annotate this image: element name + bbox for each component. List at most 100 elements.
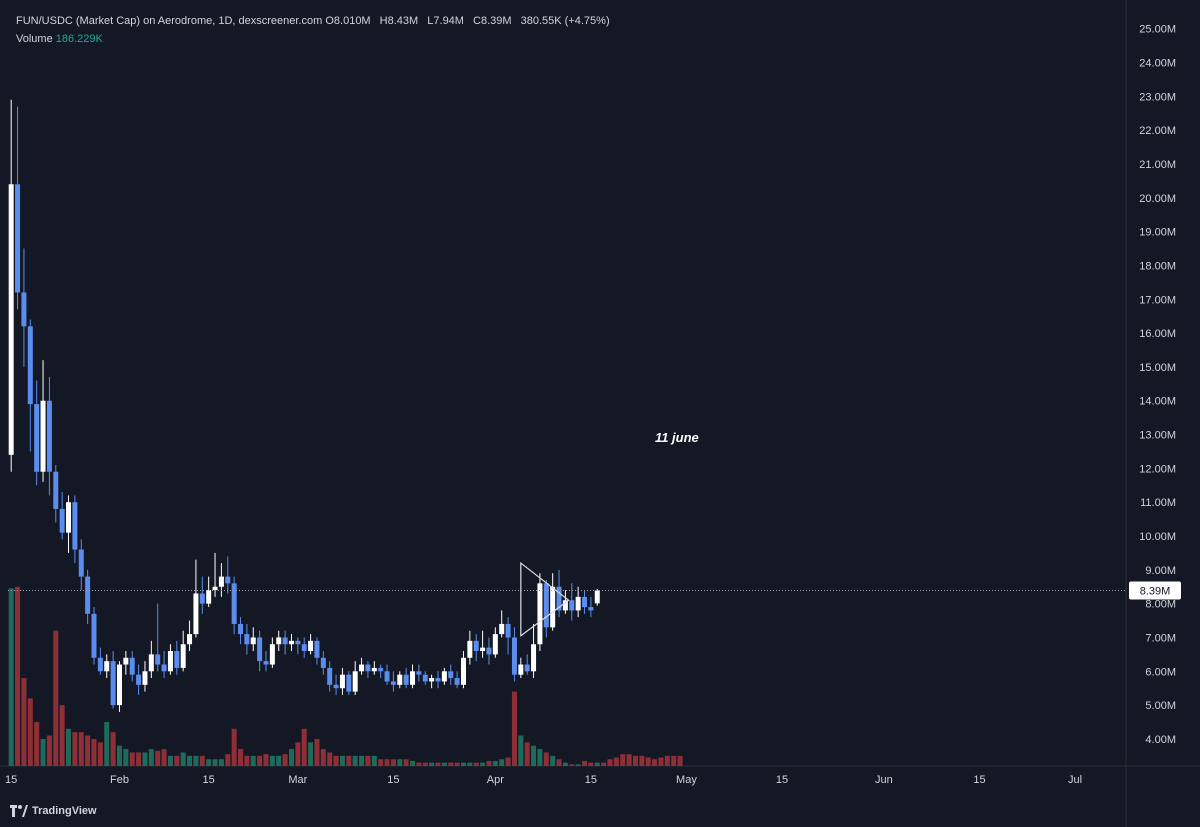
candle-body [21, 292, 27, 327]
volume-bar [301, 728, 307, 766]
volume-bar [263, 754, 269, 766]
volume-bar [187, 755, 193, 766]
triangle-pattern [520, 561, 570, 637]
candle-body [174, 651, 180, 668]
tradingview-label: TradingView [32, 805, 97, 817]
volume-bar [594, 762, 600, 766]
x-tick-label: 15 [776, 774, 788, 786]
candle-body [378, 667, 384, 672]
volume-bar [333, 755, 339, 766]
y-tick-label: 9.00M [1145, 565, 1176, 577]
candle-body [499, 623, 505, 635]
candle-body [282, 637, 288, 645]
volume-bar [639, 755, 645, 766]
candle-body [231, 583, 237, 624]
candle-body [480, 647, 486, 652]
candle-body [486, 647, 492, 655]
volume-bar [339, 755, 345, 766]
volume-bar [59, 705, 65, 766]
candle-body [416, 671, 422, 675]
candle-body [85, 576, 91, 614]
y-tick-label: 18.00M [1139, 260, 1176, 272]
candle-body [492, 634, 498, 655]
candle-body [582, 596, 588, 608]
annotation-text: 11 june [655, 430, 699, 445]
volume-bar [21, 678, 27, 766]
volume-bar [492, 760, 498, 766]
x-tick-label: Mar [288, 774, 307, 786]
volume-bar [664, 755, 670, 766]
volume-bar [632, 755, 638, 766]
volume-bar [403, 759, 409, 766]
volume-bar [142, 752, 148, 766]
legend-high-value: 8.43M [387, 15, 419, 27]
volume-bar [505, 757, 511, 766]
candle-body [250, 637, 256, 645]
candle-body [269, 644, 275, 665]
volume-bar [129, 752, 135, 766]
volume-bar [104, 722, 110, 766]
candle-body [148, 654, 154, 672]
volume-bar [15, 586, 21, 766]
candle-body [422, 674, 428, 682]
candle-body [460, 657, 466, 685]
volume-bar [371, 755, 377, 766]
volume-bar [53, 630, 59, 766]
volume-bar [352, 755, 358, 766]
legend-volume-row: Volume 186.229K [16, 30, 616, 48]
volume-bar [238, 749, 244, 766]
candle-body [524, 664, 530, 672]
x-tick-label: Jun [875, 774, 893, 786]
legend-low-value: 7.94M [433, 15, 464, 27]
volume-bar [180, 752, 186, 766]
volume-bar [511, 691, 517, 766]
x-tick-label: 15 [203, 774, 215, 786]
y-tick-label: 22.00M [1139, 125, 1176, 137]
volume-bar [473, 762, 479, 766]
candle-body [193, 593, 199, 635]
candle-body [390, 681, 396, 685]
volume-bar [269, 755, 275, 766]
candle-body [562, 600, 568, 611]
candle-body [46, 400, 52, 472]
candle-body [403, 674, 409, 685]
candle-body [346, 674, 352, 692]
y-tick-label: 7.00M [1145, 632, 1176, 644]
y-tick-label: 5.00M [1145, 700, 1176, 712]
volume-bar [626, 754, 632, 766]
volume-bar [346, 755, 352, 766]
volume-bar [193, 755, 199, 766]
volume-bar [327, 752, 333, 766]
candle-body [352, 671, 358, 692]
volume-bar [429, 762, 435, 766]
legend-close-label: C [473, 15, 481, 27]
tradingview-brand[interactable]: TradingView [10, 801, 97, 821]
candle-body [225, 576, 231, 584]
x-tick-label: 15 [973, 774, 985, 786]
legend-close-value: 8.39M [480, 15, 512, 27]
candle-body [429, 678, 435, 682]
candle-body [161, 664, 167, 672]
x-tick-label: Feb [110, 774, 129, 786]
candle-body [314, 640, 320, 658]
y-tick-label: 14.00M [1139, 396, 1176, 408]
volume-bar [218, 759, 224, 766]
volume-bar [161, 749, 167, 766]
volume-bar [562, 762, 568, 766]
volume-bar [174, 755, 180, 766]
volume-bar [78, 732, 84, 766]
volume-bar [8, 588, 14, 766]
candle-body [333, 684, 339, 689]
candle-body [123, 657, 129, 665]
tradingview-logo-icon [10, 805, 28, 817]
candle-body [365, 664, 371, 672]
volume-bar [677, 755, 683, 766]
volume-bar [518, 735, 524, 766]
candle-body [212, 586, 218, 591]
candle-body [288, 640, 294, 645]
candle-body [575, 596, 581, 611]
volume-bar [575, 764, 581, 766]
candle-body [53, 471, 59, 509]
